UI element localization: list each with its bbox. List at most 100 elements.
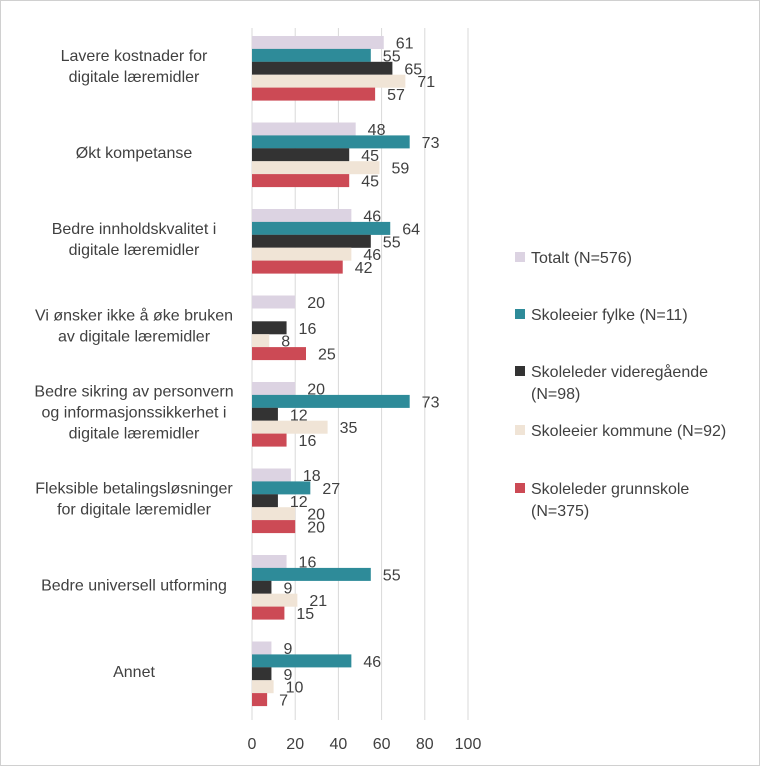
data-label: 64 xyxy=(402,221,420,238)
data-label: 55 xyxy=(383,234,401,251)
data-labels: 6155657157487345594546645546422016825207… xyxy=(279,36,439,710)
legend-swatch xyxy=(515,425,525,435)
data-label: 59 xyxy=(391,161,409,178)
bars xyxy=(252,36,410,707)
x-tick-label: 40 xyxy=(330,736,348,753)
legend-swatch xyxy=(515,366,525,376)
bar xyxy=(252,680,274,694)
x-tick-label: 0 xyxy=(248,736,257,753)
data-label: 27 xyxy=(322,481,340,498)
data-label: 46 xyxy=(363,209,381,226)
bar xyxy=(252,481,311,495)
bar xyxy=(252,507,296,521)
bar xyxy=(252,654,352,668)
data-label: 73 xyxy=(422,135,440,152)
bar xyxy=(252,209,352,222)
bar xyxy=(252,580,272,594)
legend-label: Skoleeier kommune (N=92) xyxy=(531,423,726,440)
bar xyxy=(252,247,352,261)
bar xyxy=(252,494,278,508)
bar xyxy=(252,234,371,248)
bar xyxy=(252,36,384,49)
bar xyxy=(252,295,296,309)
bar xyxy=(252,347,306,361)
data-label: 46 xyxy=(363,247,381,264)
bar xyxy=(252,667,272,681)
legend-label: Totalt (N=576) xyxy=(531,250,632,267)
data-label: 9 xyxy=(283,580,292,597)
bar xyxy=(252,593,298,607)
data-label: 20 xyxy=(307,382,325,399)
bar xyxy=(252,135,410,149)
bar xyxy=(252,433,287,447)
data-label: 9 xyxy=(283,667,292,684)
data-label: 20 xyxy=(307,295,325,312)
data-label: 45 xyxy=(361,148,379,165)
bar xyxy=(252,221,391,235)
data-label: 46 xyxy=(363,654,381,671)
data-label: 25 xyxy=(318,347,336,364)
bar xyxy=(252,87,376,101)
bar xyxy=(252,407,278,421)
bar xyxy=(252,567,371,581)
bar xyxy=(252,161,380,175)
bar xyxy=(252,48,371,62)
data-label: 73 xyxy=(422,394,440,411)
legend-label: Skoleleder videregående (N=98) xyxy=(531,363,708,403)
data-label: 20 xyxy=(307,507,325,524)
category-label: Bedre universell utforming xyxy=(41,577,227,594)
data-label: 45 xyxy=(361,174,379,191)
data-label: 57 xyxy=(387,87,405,104)
bar xyxy=(252,520,296,534)
bar xyxy=(252,334,270,348)
bar xyxy=(252,468,291,482)
category-label: Bedre innholdskvalitet i digitale læremid… xyxy=(52,221,217,259)
category-label: Økt kompetanse xyxy=(76,145,193,162)
category-label: Bedre sikring av personvern og informasjo… xyxy=(34,383,233,442)
x-tick-label: 100 xyxy=(455,736,482,753)
bar xyxy=(252,74,406,88)
data-label: 55 xyxy=(383,567,401,584)
category-label: Vi ønsker ikke å øke bruken av digitale l… xyxy=(35,306,233,345)
data-label: 42 xyxy=(355,260,373,277)
data-label: 21 xyxy=(309,593,327,610)
x-tick-label: 60 xyxy=(373,736,391,753)
bar xyxy=(252,641,272,655)
bar xyxy=(252,555,287,568)
legend: Totalt (N=576) Skoleeier fylke (N=11) Skol… xyxy=(515,250,726,520)
data-label: 12 xyxy=(290,494,308,511)
legend-label: Skoleleder grunnskole (N=375) xyxy=(531,481,689,520)
legend-swatch xyxy=(515,252,525,262)
data-label: 55 xyxy=(383,48,401,65)
data-label: 65 xyxy=(404,61,422,78)
data-label: 35 xyxy=(340,420,358,437)
data-label: 7 xyxy=(279,693,288,710)
bar xyxy=(252,693,268,707)
bar xyxy=(252,122,356,136)
x-axis-ticks: 0 20 40 60 80 100 xyxy=(248,736,482,753)
legend-swatch xyxy=(515,483,525,493)
category-label: Annet xyxy=(113,664,155,681)
category-label: Lavere kostnader for digitale læremidler xyxy=(61,48,208,86)
bar xyxy=(252,420,328,434)
data-label: 16 xyxy=(299,555,317,572)
data-label: 71 xyxy=(417,74,435,91)
bar xyxy=(252,394,410,408)
x-tick-label: 20 xyxy=(286,736,304,753)
bar xyxy=(252,382,296,395)
bar xyxy=(252,606,285,620)
bar xyxy=(252,174,350,188)
data-label: 15 xyxy=(296,606,314,623)
data-label: 20 xyxy=(307,520,325,537)
legend-swatch xyxy=(515,309,525,319)
data-label: 12 xyxy=(290,407,308,424)
bar xyxy=(252,148,350,162)
data-label: 48 xyxy=(368,122,386,139)
data-label: 61 xyxy=(396,36,414,53)
category-labels: Lavere kostnader for digitale læremidler Ø… xyxy=(34,48,233,681)
x-tick-label: 80 xyxy=(416,736,434,753)
data-label: 16 xyxy=(299,321,317,338)
data-label: 16 xyxy=(299,433,317,450)
